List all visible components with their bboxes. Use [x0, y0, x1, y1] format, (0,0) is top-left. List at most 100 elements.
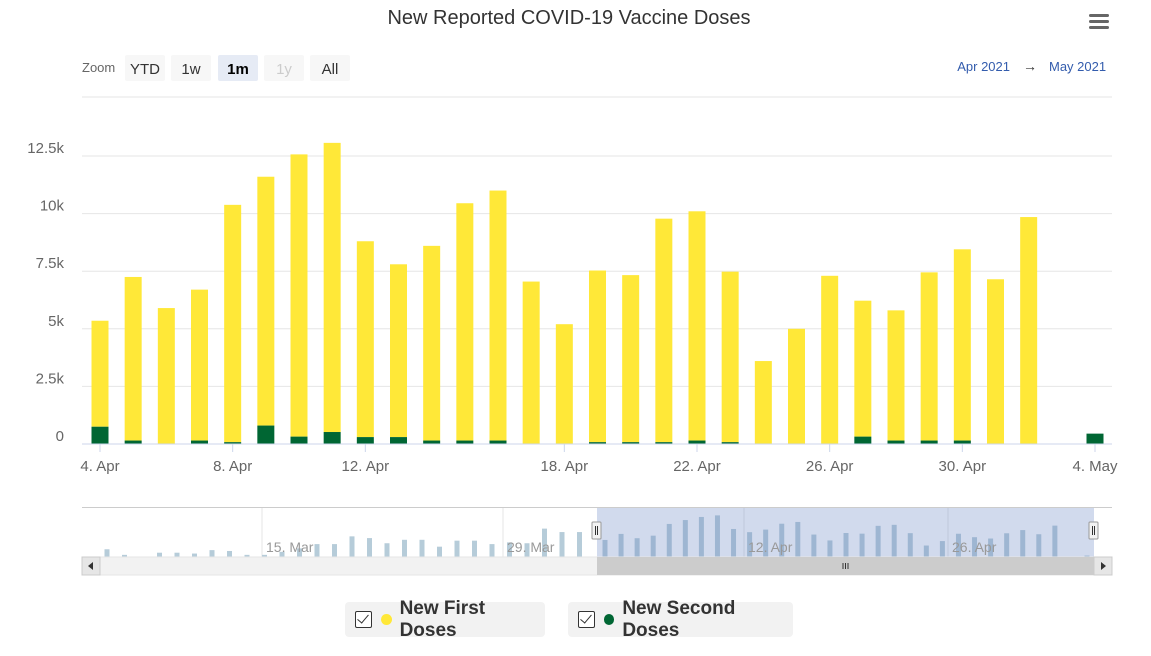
bar-first-doses[interactable]	[655, 218, 673, 443]
bar-first-doses[interactable]	[257, 176, 275, 426]
hamburger-menu-icon[interactable]	[1086, 10, 1112, 36]
navigator-bar	[650, 535, 656, 557]
bar-first-doses[interactable]	[290, 154, 308, 437]
navigator-bar	[577, 532, 582, 557]
navigator-left-handle[interactable]	[591, 521, 602, 540]
navigator-bar	[955, 533, 961, 557]
bar-second-doses[interactable]	[224, 442, 242, 444]
checkbox-icon[interactable]	[355, 611, 372, 628]
bar-first-doses[interactable]	[390, 264, 407, 438]
bar-second-doses[interactable]	[1086, 433, 1104, 444]
zoom-buttons: YTD 1w 1m 1y All	[125, 55, 350, 81]
range-arrow: →	[1023, 58, 1037, 74]
navigator-bar	[384, 543, 390, 557]
navigator-bar	[192, 553, 197, 557]
bar-first-doses[interactable]	[555, 324, 573, 444]
range-to-input[interactable]: May 2021	[1049, 59, 1106, 74]
bar-second-doses[interactable]	[91, 426, 109, 444]
zoom-ytd-button[interactable]: YTD	[125, 55, 165, 81]
bar-second-doses[interactable]	[622, 442, 640, 444]
navigator-bar	[907, 533, 913, 557]
navigator-bar	[524, 543, 530, 557]
zoom-1m-button[interactable]: 1m	[218, 55, 258, 81]
chart-area: New Reported COVID-19 Vaccine Doses Zoom…	[27, 7, 1118, 576]
navigator-right-handle[interactable]	[1088, 521, 1099, 540]
scroll-right-arrow-icon	[1101, 562, 1106, 570]
bar-first-doses[interactable]	[356, 241, 374, 438]
bar-second-doses[interactable]	[423, 440, 441, 444]
bar-first-doses[interactable]	[788, 328, 805, 444]
y-tick-label: 12.5k	[27, 140, 64, 157]
legend-color-dot	[603, 614, 615, 625]
bar-second-doses[interactable]	[854, 436, 872, 444]
navigator-bar	[104, 549, 110, 557]
bar-second-doses[interactable]	[589, 442, 606, 444]
x-tick-label: 4. May	[1072, 458, 1118, 475]
navigator-bar	[618, 533, 624, 557]
bar-second-doses[interactable]	[721, 442, 739, 444]
bar-first-doses[interactable]	[821, 275, 839, 444]
bars	[91, 142, 1104, 444]
bar-first-doses[interactable]	[489, 190, 507, 441]
bar-first-doses[interactable]	[854, 300, 872, 437]
bar-first-doses[interactable]	[589, 270, 606, 443]
range-from-input[interactable]: Apr 2021	[957, 59, 1010, 74]
bar-first-doses[interactable]	[887, 310, 905, 441]
navigator[interactable]: 15. Mar 29. Mar 12. Apr 26. Apr	[82, 507, 1112, 557]
bar-first-doses[interactable]	[157, 308, 175, 444]
zoom-1y-button: 1y	[264, 55, 304, 81]
legend-item-second-doses[interactable]: New Second Doses	[568, 598, 793, 641]
navigator-selected-range[interactable]	[597, 508, 1094, 557]
x-tick-label: 26. Apr	[806, 458, 854, 475]
bar-first-doses[interactable]	[124, 276, 142, 441]
bar-first-doses[interactable]	[920, 272, 938, 441]
y-tick-label: 0	[56, 428, 64, 445]
bar-second-doses[interactable]	[655, 442, 673, 444]
bar-second-doses[interactable]	[191, 440, 208, 444]
bar-first-doses[interactable]	[987, 279, 1004, 444]
bar-second-doses[interactable]	[124, 440, 142, 444]
bar-first-doses[interactable]	[688, 211, 706, 441]
bar-first-doses[interactable]	[721, 271, 739, 443]
bar-second-doses[interactable]	[323, 432, 341, 444]
navigator-bar	[714, 515, 720, 557]
bar-second-doses[interactable]	[290, 436, 308, 444]
x-tick-label: 8. Apr	[213, 458, 252, 475]
bar-second-doses[interactable]	[688, 440, 706, 444]
bar-first-doses[interactable]	[953, 249, 971, 441]
bar-second-doses[interactable]	[257, 425, 275, 444]
zoom-all-button[interactable]: All	[310, 55, 350, 81]
bar-first-doses[interactable]	[754, 361, 772, 444]
bar-second-doses[interactable]	[356, 437, 374, 444]
bar-first-doses[interactable]	[191, 289, 208, 441]
navigator-bar	[454, 540, 460, 557]
bar-first-doses[interactable]	[423, 245, 441, 441]
checkbox-icon[interactable]	[578, 611, 595, 628]
bar-second-doses[interactable]	[953, 440, 971, 444]
navigator-bar	[227, 550, 232, 557]
bar-first-doses[interactable]	[91, 320, 109, 427]
zoom-label: Zoom	[82, 60, 115, 75]
bar-second-doses[interactable]	[920, 440, 938, 444]
navigator-bar	[332, 544, 337, 557]
bar-first-doses[interactable]	[224, 204, 242, 443]
bar-second-doses[interactable]	[887, 440, 905, 444]
navigator-tick-label: 29. Mar	[507, 539, 555, 555]
navigator-bar	[602, 539, 608, 557]
bar-first-doses[interactable]	[622, 275, 640, 443]
navigator-bar	[634, 538, 640, 557]
navigator-bar	[827, 540, 833, 557]
legend-label: New First Doses	[399, 597, 486, 641]
bar-first-doses[interactable]	[323, 142, 341, 433]
bar-second-doses[interactable]	[489, 440, 507, 444]
zoom-1w-button[interactable]: 1w	[171, 55, 211, 81]
x-axis-ticks: 4. Apr 8. Apr 12. Apr 18. Apr 22. Apr 26. Apr…	[80, 444, 1118, 475]
bar-second-doses[interactable]	[456, 440, 474, 444]
legend-item-first-doses[interactable]: New First Doses	[345, 598, 545, 641]
date-range-display: Apr 2021 → May 2021	[957, 58, 1106, 74]
bar-first-doses[interactable]	[522, 281, 540, 444]
bar-first-doses[interactable]	[1020, 217, 1038, 444]
scrollbar[interactable]	[81, 556, 1113, 576]
bar-second-doses[interactable]	[390, 437, 407, 444]
bar-first-doses[interactable]	[456, 203, 474, 441]
